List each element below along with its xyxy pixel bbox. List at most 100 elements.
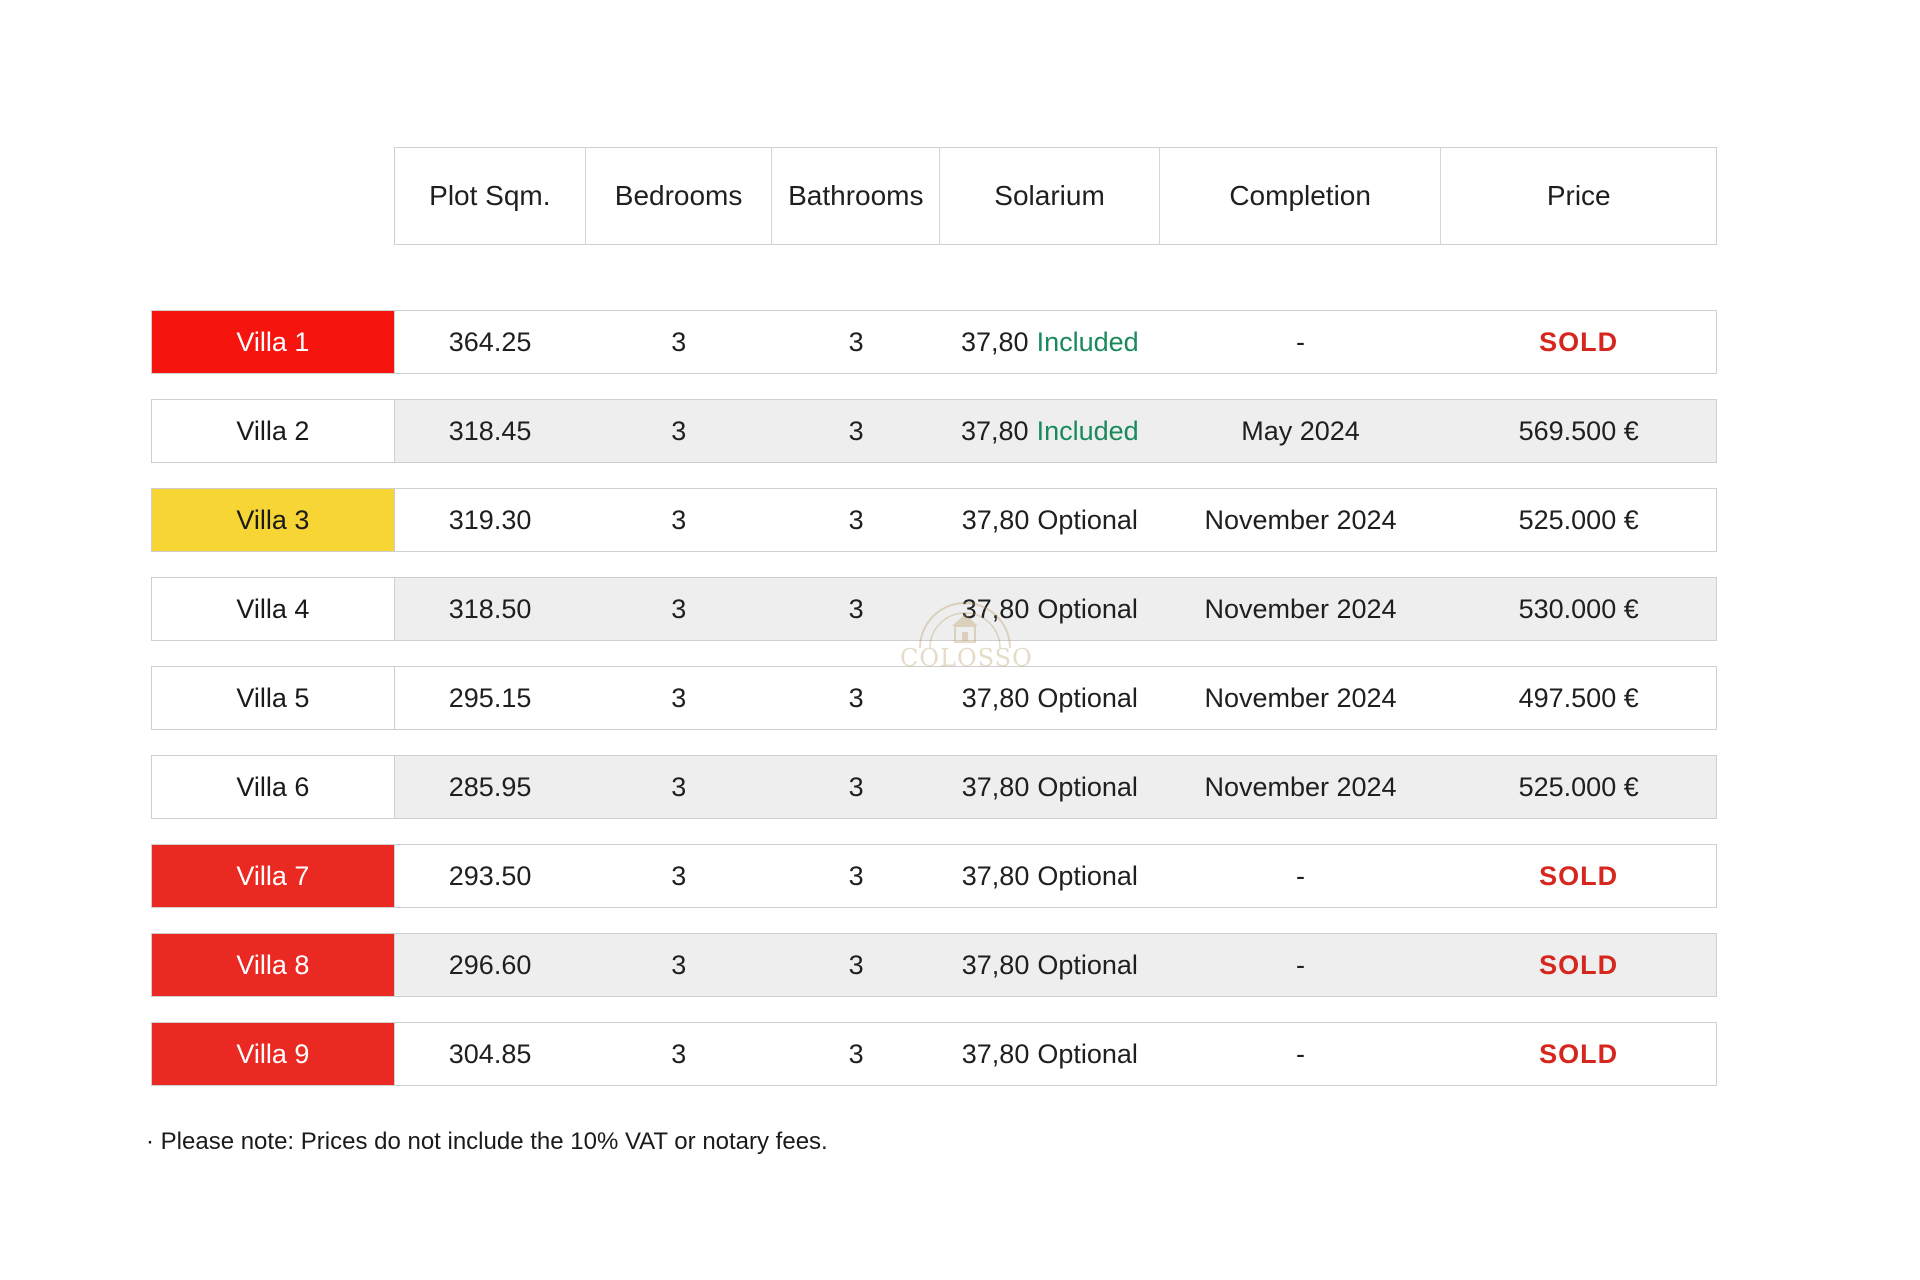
- completion-cell: May 2024: [1159, 400, 1442, 462]
- price-cell: 497.500 €: [1518, 682, 1639, 713]
- header-bathrooms: Bathrooms: [772, 148, 941, 244]
- plot-cell: 304.85: [448, 1038, 532, 1069]
- header-solarium: Solarium: [940, 148, 1160, 244]
- table-row: Villa 4 318.50 3 3 37,80 Optional Novemb…: [151, 577, 1717, 641]
- plot-cell: 296.60: [394, 934, 586, 996]
- solarium-status: Included: [1036, 415, 1139, 446]
- plot-cell: 293.50: [448, 860, 532, 891]
- header-bedrooms: Bedrooms: [586, 148, 773, 244]
- solarium-area: 37,80: [961, 593, 1030, 624]
- bedrooms-cell: 3: [585, 934, 773, 996]
- villa-name: Villa 5: [152, 667, 395, 729]
- solarium-cell: 37,80 Optional: [939, 756, 1160, 818]
- villa-name-sold: Villa 1: [152, 311, 395, 373]
- price-cell-sold: SOLD: [1539, 860, 1619, 891]
- bedrooms-cell: 3: [671, 504, 687, 535]
- plot-cell: 318.45: [394, 400, 586, 462]
- solarium-status: Optional: [1037, 682, 1138, 713]
- price-cell-sold: SOLD: [1539, 1038, 1619, 1069]
- solarium-cell: 37,80 Included: [939, 400, 1160, 462]
- price-cell: 530.000 €: [1441, 578, 1716, 640]
- bathrooms-cell: 3: [772, 400, 940, 462]
- completion-cell: November 2024: [1204, 504, 1397, 535]
- table-row: Villa 7 293.50 3 3 37,80 Optional - SOLD: [151, 844, 1717, 908]
- table-row: Villa 9 304.85 3 3 37,80 Optional - SOLD: [151, 1022, 1717, 1086]
- completion-cell: November 2024: [1159, 578, 1442, 640]
- solarium-area: 37,80: [961, 771, 1030, 802]
- solarium-cell: 37,80 Optional: [940, 667, 1160, 729]
- bathrooms-cell: 3: [772, 578, 940, 640]
- price-cell-sold: SOLD: [1441, 934, 1716, 996]
- solarium-area: 37,80: [961, 949, 1030, 980]
- bathrooms-cell: 3: [772, 756, 940, 818]
- villa-rows: Villa 1 364.25 3 3 37,80 Included - SOLD…: [151, 310, 1717, 1111]
- solarium-cell: 37,80 Optional: [939, 578, 1160, 640]
- bedrooms-cell: 3: [585, 756, 773, 818]
- table-row: Villa 5 295.15 3 3 37,80 Optional Novemb…: [151, 666, 1717, 730]
- bedrooms-cell: 3: [585, 578, 773, 640]
- solarium-area: 37,80: [961, 682, 1030, 713]
- header-plot: Plot Sqm.: [395, 148, 586, 244]
- villa-name-reserved: Villa 3: [152, 489, 395, 551]
- pricing-note: · Please note: Prices do not include the…: [146, 1128, 828, 1155]
- bathrooms-cell: 3: [772, 934, 940, 996]
- bedrooms-cell: 3: [585, 400, 773, 462]
- villa-name-sold: Villa 8: [152, 934, 395, 996]
- solarium-status: Optional: [1037, 771, 1138, 802]
- plot-cell: 295.15: [448, 682, 532, 713]
- table-row: Villa 1 364.25 3 3 37,80 Included - SOLD: [151, 310, 1717, 374]
- solarium-cell: 37,80 Optional: [940, 1023, 1160, 1085]
- bathrooms-cell: 3: [848, 682, 864, 713]
- table-row: Villa 8 296.60 3 3 37,80 Optional - SOLD: [151, 933, 1717, 997]
- header-price: Price: [1546, 180, 1611, 211]
- solarium-status: Optional: [1037, 504, 1138, 535]
- solarium-area: 37,80: [961, 1038, 1030, 1069]
- villa-name-sold: Villa 9: [152, 1023, 395, 1085]
- solarium-cell: 37,80 Optional: [939, 934, 1160, 996]
- plot-cell: 285.95: [394, 756, 586, 818]
- header-completion: Completion: [1160, 148, 1442, 244]
- plot-cell: 318.50: [394, 578, 586, 640]
- villa-name: Villa 6: [152, 756, 395, 818]
- bedrooms-cell: 3: [671, 860, 687, 891]
- table-header: Plot Sqm. Bedrooms Bathrooms Solarium Co…: [394, 147, 1717, 245]
- villa-name: Villa 2: [152, 400, 395, 462]
- bedrooms-cell: 3: [671, 326, 687, 357]
- completion-cell: November 2024: [1159, 756, 1442, 818]
- price-cell: 525.000 €: [1441, 756, 1716, 818]
- solarium-cell: 37,80 Optional: [940, 489, 1160, 551]
- watermark-text: COLOSSO: [900, 644, 1033, 672]
- solarium-status: Optional: [1037, 1038, 1138, 1069]
- table-row: Villa 3 319.30 3 3 37,80 Optional Novemb…: [151, 488, 1717, 552]
- bathrooms-cell: 3: [848, 504, 864, 535]
- solarium-area: 37,80: [961, 415, 1029, 446]
- bathrooms-cell: 3: [848, 860, 864, 891]
- plot-cell: 319.30: [448, 504, 532, 535]
- price-cell: 569.500 €: [1441, 400, 1716, 462]
- solarium-status: Included: [1036, 326, 1139, 357]
- solarium-status: Optional: [1037, 593, 1138, 624]
- solarium-cell: 37,80 Optional: [940, 845, 1160, 907]
- solarium-area: 37,80: [961, 860, 1030, 891]
- bathrooms-cell: 3: [848, 1038, 864, 1069]
- house-seal-icon: [919, 602, 1011, 649]
- table-row: Villa 2 318.45 3 3 37,80 Included May 20…: [151, 399, 1717, 463]
- bathrooms-cell: 3: [848, 326, 864, 357]
- bedrooms-cell: 3: [671, 1038, 687, 1069]
- price-cell: 525.000 €: [1518, 504, 1639, 535]
- completion-cell: -: [1296, 326, 1306, 357]
- completion-cell: -: [1296, 860, 1306, 891]
- plot-cell: 364.25: [448, 326, 532, 357]
- price-cell-sold: SOLD: [1539, 326, 1619, 357]
- villa-name-sold: Villa 7: [152, 845, 395, 907]
- solarium-status: Optional: [1037, 949, 1138, 980]
- solarium-cell: 37,80 Included: [940, 311, 1160, 373]
- completion-cell: November 2024: [1204, 682, 1397, 713]
- table-row: Villa 6 285.95 3 3 37,80 Optional Novemb…: [151, 755, 1717, 819]
- bedrooms-cell: 3: [671, 682, 687, 713]
- colosso-watermark: COLOSSO: [900, 600, 1033, 680]
- solarium-area: 37,80: [961, 326, 1029, 357]
- solarium-status: Optional: [1037, 860, 1138, 891]
- completion-cell: -: [1159, 934, 1442, 996]
